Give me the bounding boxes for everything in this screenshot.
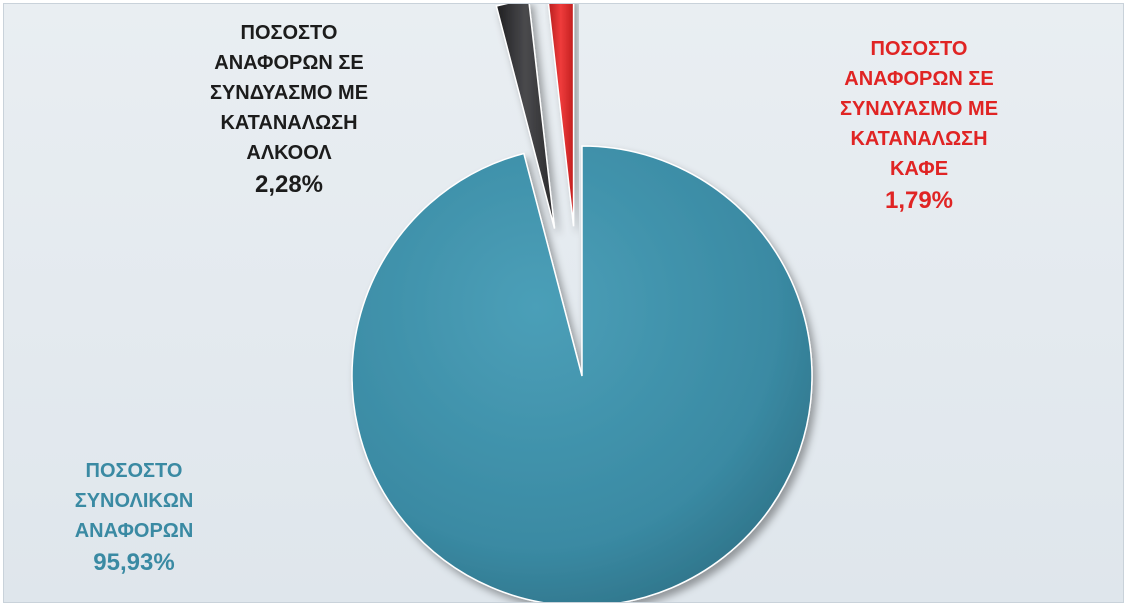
label-alcohol-value: 2,28% bbox=[254, 171, 324, 198]
label-alcohol-line: ΚΑΤΑΝΑΛΩΣΗ bbox=[220, 112, 358, 134]
label-coffee-value: 1,79% bbox=[884, 187, 954, 214]
label-total: ΠΟΣΟΣΤΟ ΣΥΝΟΛΙΚΩΝ ΑΝΑΦΟΡΩΝ 95,93% bbox=[34, 456, 234, 580]
label-total-value: 95,93% bbox=[93, 549, 175, 576]
label-alcohol-line: ΑΝΑΦΟΡΩΝ ΣΕ bbox=[214, 52, 364, 74]
label-alcohol-line: ΑΛΚΟΟΛ bbox=[246, 142, 332, 164]
label-alcohol: ΠΟΣΟΣΤΟ ΑΝΑΦΟΡΩΝ ΣΕ ΣΥΝΔΥΑΣΜΟ ΜΕ ΚΑΤΑΝΑΛ… bbox=[154, 18, 424, 202]
label-total-line: ΣΥΝΟΛΙΚΩΝ bbox=[74, 490, 194, 512]
label-total-line: ΑΝΑΦΟΡΩΝ bbox=[74, 520, 194, 542]
label-alcohol-line: ΣΥΝΔΥΑΣΜΟ ΜΕ bbox=[209, 82, 369, 104]
chart-frame: ΠΟΣΟΣΤΟ ΑΝΑΦΟΡΩΝ ΣΕ ΣΥΝΔΥΑΣΜΟ ΜΕ ΚΑΤΑΝΑΛ… bbox=[3, 3, 1124, 603]
pie-chart bbox=[351, 4, 813, 602]
label-coffee-line: ΚΑΤΑΝΑΛΩΣΗ bbox=[850, 128, 988, 150]
label-total-line: ΠΟΣΟΣΤΟ bbox=[85, 460, 183, 482]
label-coffee: ΠΟΣΟΣΤΟ ΑΝΑΦΟΡΩΝ ΣΕ ΣΥΝΔΥΑΣΜΟ ΜΕ ΚΑΤΑΝΑΛ… bbox=[794, 34, 1044, 218]
pie-slice-alcohol bbox=[495, 4, 556, 229]
pie-slice-coffee bbox=[547, 4, 575, 227]
label-coffee-line: ΠΟΣΟΣΤΟ bbox=[870, 38, 968, 60]
label-coffee-line: ΑΝΑΦΟΡΩΝ ΣΕ bbox=[844, 68, 994, 90]
label-alcohol-line: ΠΟΣΟΣΤΟ bbox=[240, 22, 338, 44]
label-coffee-line: ΚΑΦΕ bbox=[889, 158, 949, 180]
label-coffee-line: ΣΥΝΔΥΑΣΜΟ ΜΕ bbox=[839, 98, 999, 120]
pie-slice-total bbox=[351, 145, 813, 602]
